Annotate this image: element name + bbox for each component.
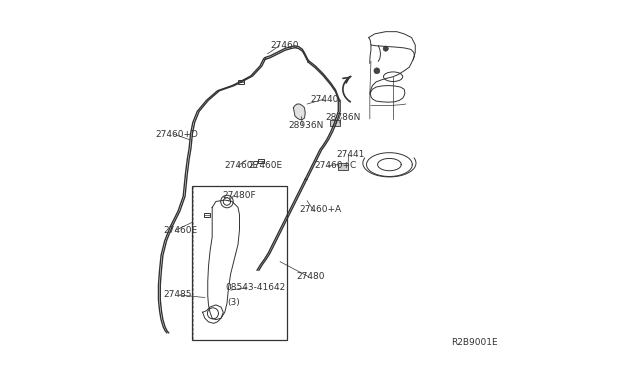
Circle shape bbox=[383, 46, 388, 51]
Polygon shape bbox=[293, 104, 305, 119]
Bar bbox=[191, 186, 287, 340]
Text: 27480F: 27480F bbox=[222, 191, 256, 200]
Text: 27480: 27480 bbox=[296, 272, 324, 281]
Text: (3): (3) bbox=[227, 298, 240, 307]
Bar bbox=[258, 159, 264, 163]
Text: 27460: 27460 bbox=[270, 41, 299, 50]
Text: 08543-41642: 08543-41642 bbox=[226, 283, 286, 292]
Circle shape bbox=[374, 68, 380, 74]
Text: 27485: 27485 bbox=[163, 291, 191, 299]
Text: 27460+D: 27460+D bbox=[156, 130, 198, 139]
Text: 27460+A: 27460+A bbox=[300, 205, 342, 215]
Text: R2B9001E: R2B9001E bbox=[451, 339, 498, 347]
Text: 27460E: 27460E bbox=[224, 161, 258, 170]
Bar bbox=[204, 213, 211, 217]
Bar bbox=[237, 80, 244, 84]
Text: 28786N: 28786N bbox=[326, 113, 361, 122]
Text: 27440: 27440 bbox=[311, 95, 339, 104]
Text: 27441: 27441 bbox=[337, 150, 365, 159]
Text: 27460+C: 27460+C bbox=[314, 161, 356, 170]
Text: 27460E: 27460E bbox=[248, 161, 282, 170]
Bar bbox=[330, 119, 340, 126]
Text: 28936N: 28936N bbox=[289, 121, 324, 129]
Text: 27460E: 27460E bbox=[163, 226, 197, 235]
Bar bbox=[338, 163, 348, 170]
